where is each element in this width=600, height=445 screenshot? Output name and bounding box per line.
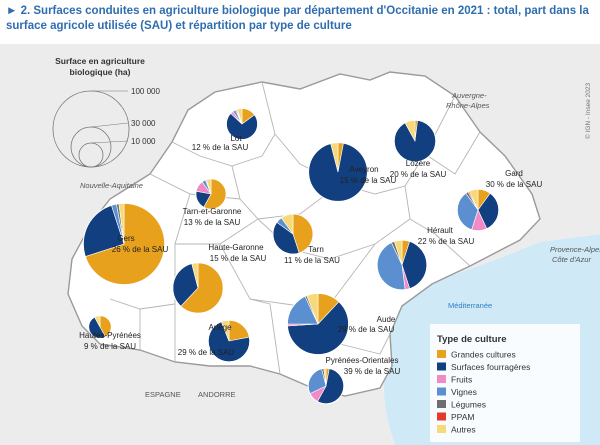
label-espagne: ESPAGNE	[145, 390, 181, 399]
map-title-text: 2. Surfaces conduites en agriculture bio…	[6, 5, 589, 32]
dept-name-aveyron: Aveyron	[349, 165, 378, 174]
department-labels: Lot 12 % de la SAU Lozère 20 % de la SAU…	[79, 134, 542, 376]
pie-outline-pyrenees-orientales	[307, 367, 345, 405]
dept-share-tarn-et-garonne: 13 % de la SAU	[184, 218, 241, 227]
legend-swatch-fruits	[437, 375, 446, 383]
map-title: ► 2. Surfaces conduites en agriculture b…	[6, 4, 594, 34]
dept-name-herault: Hérault	[427, 226, 454, 235]
pie-outline-tarn-et-garonne	[195, 178, 227, 210]
legend-swatch-grandes-cultures	[437, 350, 446, 358]
pie-outline-gers	[82, 202, 166, 286]
pie-gard	[456, 188, 500, 232]
label-mediterranee: Méditerranée	[448, 301, 492, 310]
pie-outline-lozere	[393, 119, 437, 163]
culture-legend: Type de culture Grandes cultures Surfaces…	[430, 324, 580, 442]
pie-pyrenees-orientales	[307, 367, 345, 405]
label-nouvelle-aquitaine: Nouvelle-Aquitaine	[80, 181, 143, 190]
dept-share-gard: 30 % de la SAU	[486, 180, 543, 189]
pie-tarn	[272, 213, 314, 255]
legend-label-surfaces-fourrageres: Surfaces fourragères	[451, 362, 530, 372]
size-leader-10000	[90, 140, 129, 144]
size-legend: Surface en agriculture biologique (ha) 1…	[52, 56, 160, 168]
pie-outline-tarn	[272, 213, 314, 255]
department-pies	[82, 107, 500, 405]
dept-share-herault: 22 % de la SAU	[418, 237, 475, 246]
size-legend-title-2: biologique (ha)	[70, 67, 131, 77]
size-leader-30000	[90, 122, 129, 128]
dept-share-aveyron: 15 % de la SAU	[340, 176, 397, 185]
legend-label-autres: Autres	[451, 425, 476, 435]
label-paca-2: Côte d'Azur	[552, 255, 591, 264]
pie-ariege	[207, 319, 251, 363]
title-marker: ►	[6, 5, 18, 17]
size-label-100000: 100 000	[131, 87, 160, 96]
dept-name-aude: Aude	[377, 315, 396, 324]
dept-share-gers: 26 % de la SAU	[112, 245, 169, 254]
pie-aveyron	[308, 142, 368, 202]
size-label-30000: 30 000	[131, 119, 156, 128]
pie-hautes-pyrenees	[88, 315, 112, 339]
pie-outline-lot	[225, 107, 259, 141]
legend-swatch-vignes	[437, 387, 446, 396]
size-legend-title-1: Surface en agriculture	[55, 56, 145, 66]
dept-share-hautes-pyrenees: 9 % de la SAU	[84, 342, 136, 351]
culture-legend-title: Type de culture	[437, 334, 507, 345]
pie-outline-haute-garonne	[172, 262, 224, 314]
dept-name-gers: Gers	[117, 234, 134, 243]
pie-outline-ariege	[207, 319, 251, 363]
occitanie-map: Auvergne- Rhône-Alpes Nouvelle-Aquitaine…	[0, 44, 600, 445]
dept-name-tarn: Tarn	[308, 245, 324, 254]
pie-haute-garonne	[172, 262, 224, 314]
pie-lot	[225, 107, 259, 141]
legend-label-legumes: Légumes	[451, 400, 486, 410]
dept-name-gard: Gard	[505, 169, 523, 178]
legend-label-ppam: PPAM	[451, 412, 474, 422]
dept-name-hautes-pyrenees: Hautes-Pyrénées	[79, 331, 141, 340]
legend-swatch-autres	[437, 425, 446, 433]
dept-share-pyrenees-orientales: 39 % de la SAU	[344, 367, 401, 376]
label-auvergne-2: Rhône-Alpes	[446, 101, 490, 110]
pie-herault	[376, 239, 428, 291]
label-andorre: ANDORRE	[198, 390, 236, 399]
dept-share-lot: 12 % de la SAU	[192, 143, 249, 152]
dept-name-haute-garonne: Haute-Garonne	[208, 243, 264, 252]
copyright-text: © IGN - Insee 2023	[584, 83, 592, 139]
pie-gers	[82, 202, 166, 286]
pie-outline-herault	[376, 239, 428, 291]
legend-label-vignes: Vignes	[451, 387, 477, 397]
pie-outline-hautes-pyrenees	[88, 315, 112, 339]
pie-lozere	[393, 119, 437, 163]
size-label-10000: 10 000	[131, 137, 156, 146]
pie-outline-aveyron	[308, 142, 368, 202]
dept-name-pyrenees-orientales: Pyrénées-Orientales	[326, 356, 399, 365]
legend-label-fruits: Fruits	[451, 375, 472, 385]
legend-label-grandes-cultures: Grandes cultures	[451, 350, 516, 360]
pie-aude	[286, 292, 350, 356]
pie-outline-gard	[456, 188, 500, 232]
dept-name-lozere: Lozère	[406, 159, 431, 168]
dept-name-lot: Lot	[230, 134, 242, 143]
culture-legend-box	[430, 324, 580, 442]
legend-swatch-surfaces-fourrageres	[437, 362, 446, 371]
pie-outline-aude	[286, 292, 350, 356]
dept-name-tarn-et-garonne: Tarn-et-Garonne	[183, 207, 242, 216]
dept-share-lozere: 20 % de la SAU	[390, 170, 447, 179]
label-auvergne-1: Auvergne-	[451, 91, 487, 100]
label-paca-1: Provence-Alpes-	[550, 245, 600, 254]
dept-share-aude: 29 % de la SAU	[338, 325, 395, 334]
dept-share-haute-garonne: 15 % de la SAU	[210, 254, 267, 263]
dept-share-tarn: 11 % de la SAU	[284, 256, 340, 265]
dept-share-ariege: 29 % de la SAU	[178, 348, 235, 357]
legend-swatch-ppam	[437, 412, 446, 421]
dept-name-ariege: Ariège	[208, 323, 232, 332]
legend-swatch-legumes	[437, 400, 446, 408]
pie-tarn-et-garonne	[195, 178, 227, 210]
